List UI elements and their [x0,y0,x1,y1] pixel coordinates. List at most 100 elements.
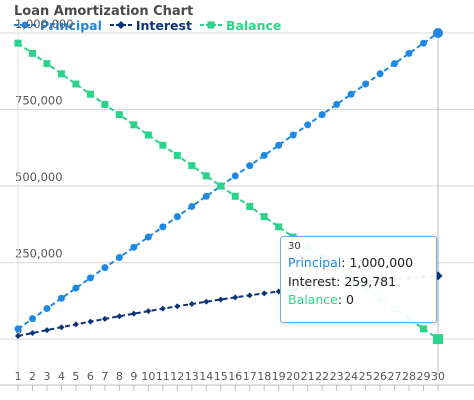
x-tick-label: 18 [257,370,271,383]
x-tick-label: 29 [417,370,431,383]
x-tick-label: 5 [72,370,79,383]
principal-point [420,39,428,47]
balance-point [231,192,239,200]
legend-label-principal: Principal [40,17,102,33]
principal-point [202,192,210,200]
balance-point [144,131,152,139]
x-tick-label: 10 [141,370,155,383]
x-tick-label: 6 [87,370,94,383]
balance-point [420,325,428,333]
principal-point [405,49,413,57]
balance-point [246,202,254,210]
interest-point [101,315,108,322]
principal-point [260,151,268,159]
principal-point [333,100,341,108]
chart-title: Loan Amortization Chart [14,4,194,19]
principal-point [289,131,297,139]
principal-point [101,264,109,272]
principal-point [347,90,355,98]
tooltip-row-balance: Balance: 0 [288,292,354,307]
legend-item-principal[interactable]: Principal [14,18,102,33]
x-tick-label: 21 [301,370,315,383]
principal-point [130,243,138,251]
tooltip-value-balance: 0 [346,292,354,307]
tooltip-value-interest: 259,781 [344,273,397,289]
principal-point [57,294,65,302]
x-tick-label: 15 [214,370,228,383]
principal-point [173,213,181,221]
principal-point [391,60,399,68]
interest-point [130,310,137,317]
balance-point [43,60,51,68]
legend-item-interest[interactable]: Interest [109,17,192,33]
legend-label-interest: Interest [135,17,192,33]
x-tick-label: 14 [199,370,213,383]
interest-point [43,327,50,334]
x-tick-label: 12 [170,370,184,383]
y-tick-label: 500,000 [15,170,63,184]
x-tick-label: 7 [101,370,108,383]
principal-point [43,304,51,312]
balance-point [217,182,225,190]
legend-item-balance[interactable]: Balance [199,17,282,33]
principal-point [433,28,443,38]
interest-point [116,313,123,320]
principal-point [275,141,283,149]
x-tick-label: 20 [286,370,300,383]
balance-point [433,334,443,345]
x-tick-label: 11 [156,370,170,383]
principal-point [246,162,254,170]
balance-point [260,213,268,221]
chart-legend: Principal Interest Balance [14,17,289,33]
principal-point [72,284,80,292]
tooltip-label-principal: Principal [288,255,342,270]
principal-point [376,70,384,78]
x-tick-label: 26 [373,370,387,383]
x-tick-label: 4 [58,370,65,383]
legend-principal-marker-icon [14,21,36,29]
balance-point [159,141,167,149]
x-tick-label: 27 [388,370,402,383]
legend-balance-marker-icon [199,21,222,29]
interest-point [159,305,166,312]
x-tick-label: 3 [43,370,50,383]
interest-point [203,298,210,305]
principal-point [14,325,22,333]
balance-point [130,121,138,129]
interest-point [87,318,94,325]
interest-point [174,303,181,310]
x-tick-label: 23 [330,370,344,383]
legend-label-balance: Balance [225,17,282,33]
y-tick-label: 750,000 [15,94,63,108]
x-tick-label: 28 [402,370,416,383]
interest-point [217,296,224,303]
tooltip-header: 30 [288,241,301,252]
balance-point [101,100,109,108]
principal-point [362,80,370,88]
balance-point [28,49,36,57]
x-tick-label: 13 [185,370,199,383]
balance-point [202,172,210,180]
tooltip-row-interest: Interest: 259,781 [288,273,397,289]
interest-point [261,290,268,297]
interest-point [145,308,152,315]
balance-point [72,80,80,88]
x-tick-label: 16 [228,370,242,383]
balance-point [14,39,22,47]
y-tick-label: 250,000 [15,247,63,261]
principal-point [115,253,123,261]
x-tick-label: 17 [243,370,257,383]
principal-point [318,111,326,119]
principal-point [28,315,36,323]
balance-point [86,90,94,98]
interest-point [72,321,79,328]
x-tick-label: 1 [15,370,22,383]
interest-point [232,294,239,301]
x-tick-label: 24 [344,370,358,383]
principal-point [188,202,196,210]
tooltip-label-interest: Interest [288,273,337,289]
x-tick-label: 19 [272,370,286,383]
interest-point [246,292,253,299]
tooltip-label-balance: Balance [288,292,338,307]
